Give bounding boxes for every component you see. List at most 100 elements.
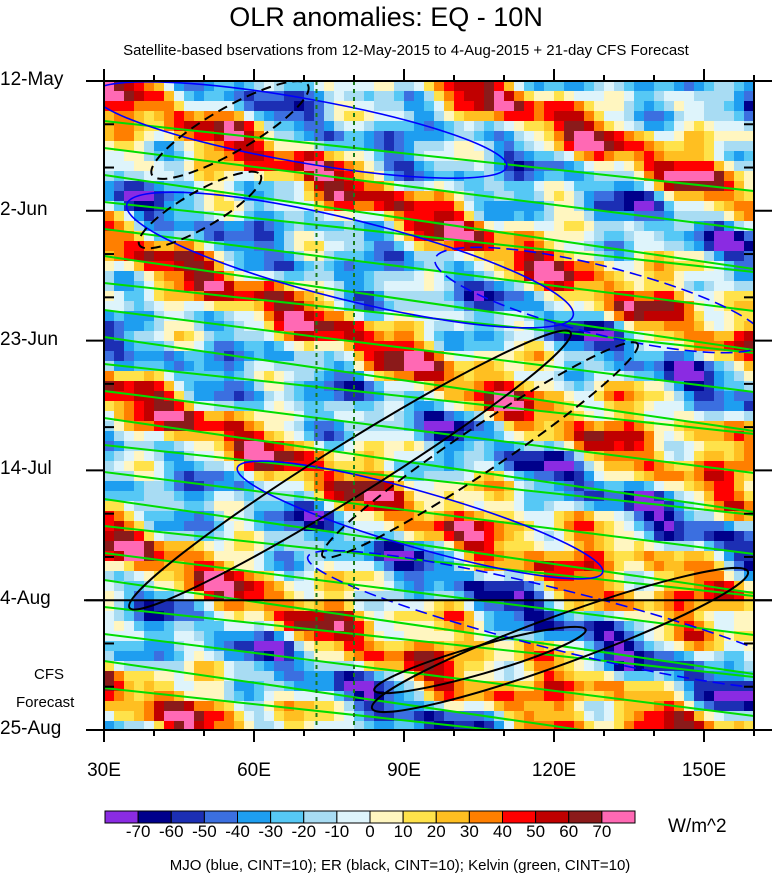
olr-cell (124, 151, 135, 162)
olr-cell (174, 561, 185, 572)
olr-cell (684, 611, 695, 622)
olr-cell (104, 221, 115, 232)
olr-cell (354, 211, 365, 222)
olr-cell (564, 581, 575, 592)
olr-cell (284, 471, 295, 482)
olr-cell (634, 361, 645, 372)
olr-cell (344, 531, 355, 542)
olr-cell (304, 581, 315, 592)
olr-cell (124, 511, 135, 522)
olr-cell (724, 521, 735, 532)
olr-cell (634, 331, 645, 342)
olr-cell (364, 661, 375, 672)
olr-cell (184, 141, 195, 152)
olr-cell (734, 351, 745, 362)
olr-cell (164, 571, 175, 582)
olr-cell (704, 111, 715, 122)
olr-cell (684, 371, 695, 382)
olr-cell (424, 141, 435, 152)
olr-cell (174, 501, 185, 512)
olr-cell (204, 361, 215, 372)
olr-cell (194, 591, 205, 602)
olr-cell (474, 391, 485, 402)
olr-cell (494, 701, 505, 712)
olr-cell (704, 691, 715, 702)
olr-cell (434, 531, 445, 542)
olr-cell (554, 601, 565, 612)
olr-cell (494, 291, 505, 302)
olr-cell (514, 561, 525, 572)
olr-cell (654, 91, 665, 102)
olr-cell (174, 311, 185, 322)
olr-cell (494, 311, 505, 322)
olr-cell (194, 361, 205, 372)
olr-cell (204, 621, 215, 632)
olr-cell (724, 281, 735, 292)
olr-cell (214, 221, 225, 232)
olr-cell (414, 481, 425, 492)
olr-cell (404, 211, 415, 222)
olr-cell (374, 301, 385, 312)
olr-cell (394, 531, 405, 542)
olr-cell (114, 291, 125, 302)
olr-cell (184, 271, 195, 282)
olr-cell (294, 601, 305, 612)
olr-cell (354, 351, 365, 362)
olr-cell (344, 171, 355, 182)
olr-cell (124, 141, 135, 152)
olr-cell (514, 291, 525, 302)
olr-cell (564, 91, 575, 102)
kelvin-contour (104, 444, 754, 516)
olr-cell (504, 531, 515, 542)
olr-cell (344, 91, 355, 102)
olr-cell (244, 361, 255, 372)
olr-cell (504, 191, 515, 202)
olr-cell (454, 671, 465, 682)
olr-cell (404, 651, 415, 662)
olr-cell (144, 181, 155, 192)
olr-cell (634, 691, 645, 702)
olr-cell (514, 411, 525, 422)
olr-cell (284, 271, 295, 282)
olr-cell (584, 281, 595, 292)
olr-cell (614, 201, 625, 212)
olr-cell (194, 551, 205, 562)
olr-cell (734, 541, 745, 552)
olr-cell (444, 571, 455, 582)
olr-cell (494, 571, 505, 582)
olr-cell (474, 301, 485, 312)
olr-cell (654, 141, 665, 152)
olr-cell (584, 431, 595, 442)
olr-cell (144, 101, 155, 112)
olr-cell (324, 201, 335, 212)
olr-cell (334, 391, 345, 402)
olr-cell (144, 461, 155, 472)
olr-cell (434, 161, 445, 172)
olr-cell (354, 461, 365, 472)
olr-cell (424, 441, 435, 452)
olr-cell (194, 191, 205, 202)
olr-cell (214, 261, 225, 272)
olr-cell (504, 351, 515, 362)
olr-cell (314, 421, 325, 432)
olr-cell (674, 361, 685, 372)
olr-cell (214, 451, 225, 462)
olr-cell (424, 521, 435, 532)
kelvin-contour (104, 471, 754, 555)
olr-cell (394, 301, 405, 312)
olr-cell (634, 351, 645, 362)
olr-cell (544, 201, 555, 212)
olr-cell (554, 341, 565, 352)
olr-cell (624, 631, 635, 642)
olr-cell (334, 91, 345, 102)
olr-cell (504, 451, 515, 462)
olr-cell (444, 641, 455, 652)
kelvin-contour (104, 255, 754, 351)
olr-cell (334, 421, 345, 432)
olr-cell (714, 481, 725, 492)
olr-cell (714, 651, 725, 662)
chart-title: OLR anomalies: EQ - 10N (229, 2, 543, 32)
olr-cell (314, 121, 325, 132)
olr-cell (294, 451, 305, 462)
olr-cell (574, 131, 585, 142)
